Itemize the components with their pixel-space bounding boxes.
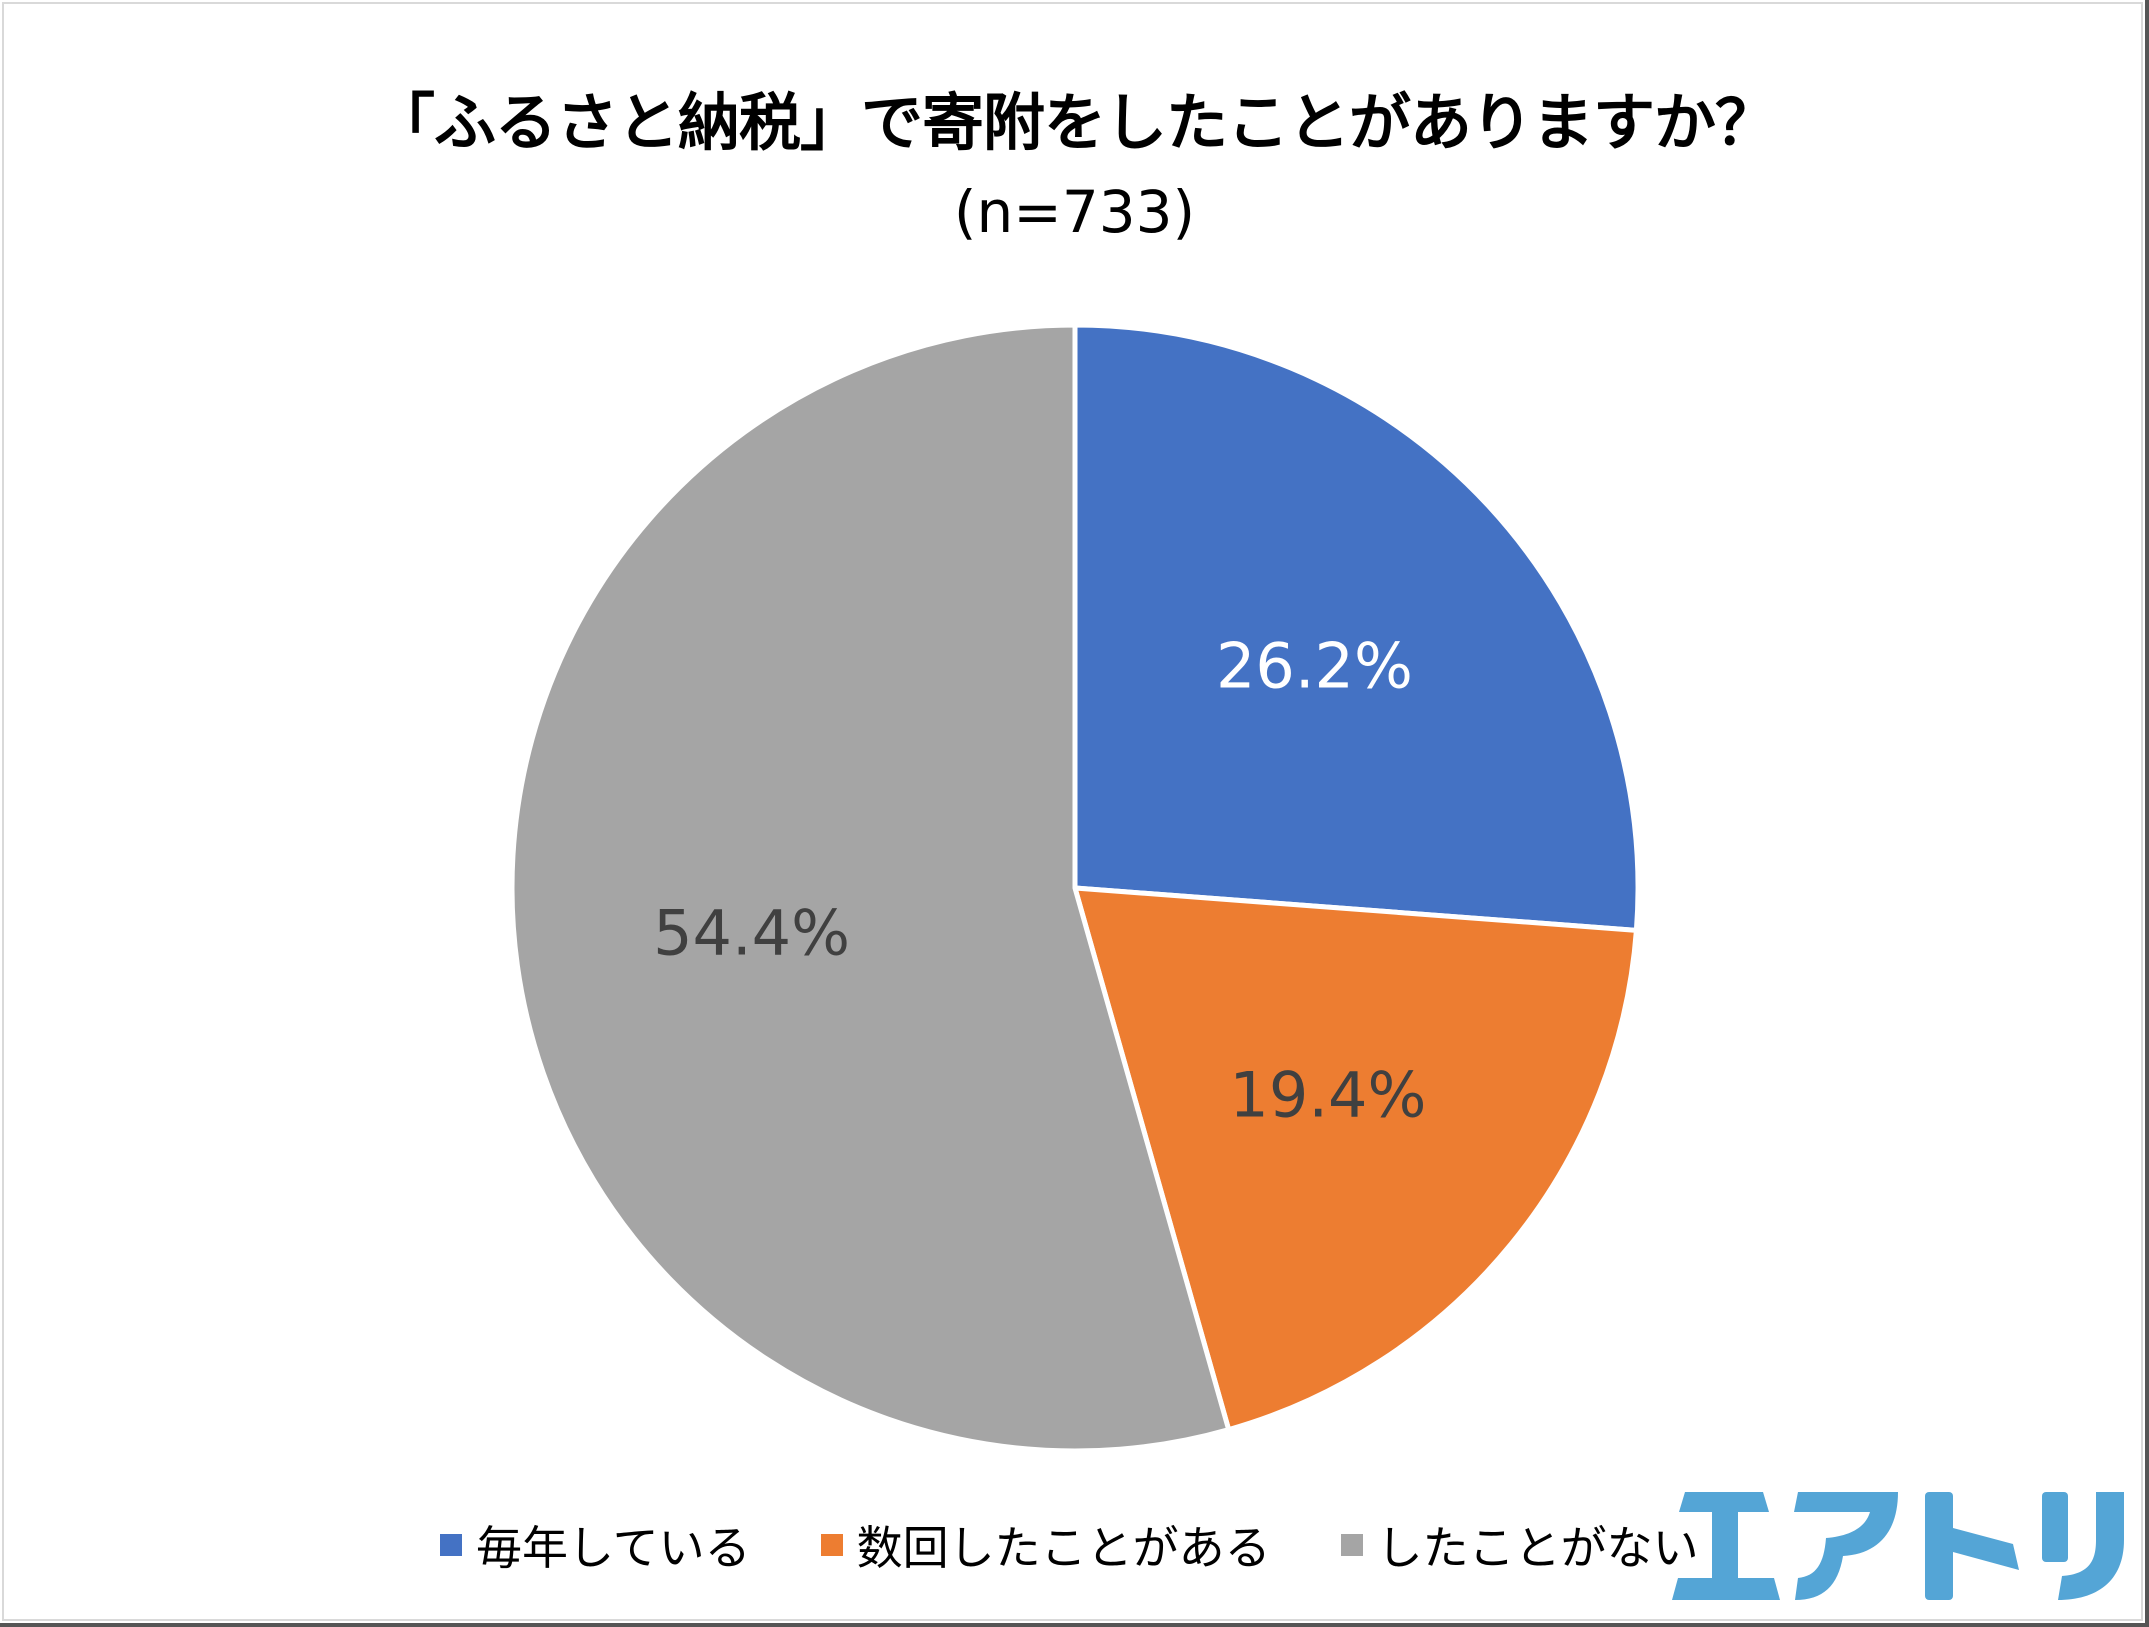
legend-item-never: したことがない <box>1340 1512 1699 1578</box>
chart-subtitle: (n=733) <box>953 178 1196 246</box>
legend-label: 数回したことがある <box>856 1521 1271 1575</box>
airtrip-logo-icon <box>1672 1492 2124 1600</box>
legend-item-several-times: 数回したことがある <box>820 1512 1271 1578</box>
legend-swatch-blue <box>440 1534 462 1556</box>
legend-swatch-orange <box>820 1534 843 1556</box>
chart-title: 「ふるさと納税」で寄附をしたことがありますか？ <box>372 86 1777 159</box>
pie-slice-0 <box>1072 322 1641 934</box>
pie-slice-1 <box>1071 885 1640 1433</box>
pie-data-label: 54.4% <box>653 896 851 970</box>
right-edge <box>2145 0 2149 1627</box>
legend-label: したことがない <box>1376 1521 1699 1575</box>
pie-slice-2 <box>509 322 1232 1454</box>
legend: 毎年している 数回したことがある したことがない <box>440 1512 1699 1578</box>
legend-swatch-gray <box>1340 1534 1363 1556</box>
bottom-edge <box>0 1623 2149 1627</box>
pie-data-label: 19.4% <box>1229 1058 1427 1132</box>
legend-item-every-year: 毎年している <box>440 1512 751 1578</box>
pie-data-label: 26.2% <box>1215 629 1413 703</box>
legend-label: 毎年している <box>476 1521 751 1575</box>
